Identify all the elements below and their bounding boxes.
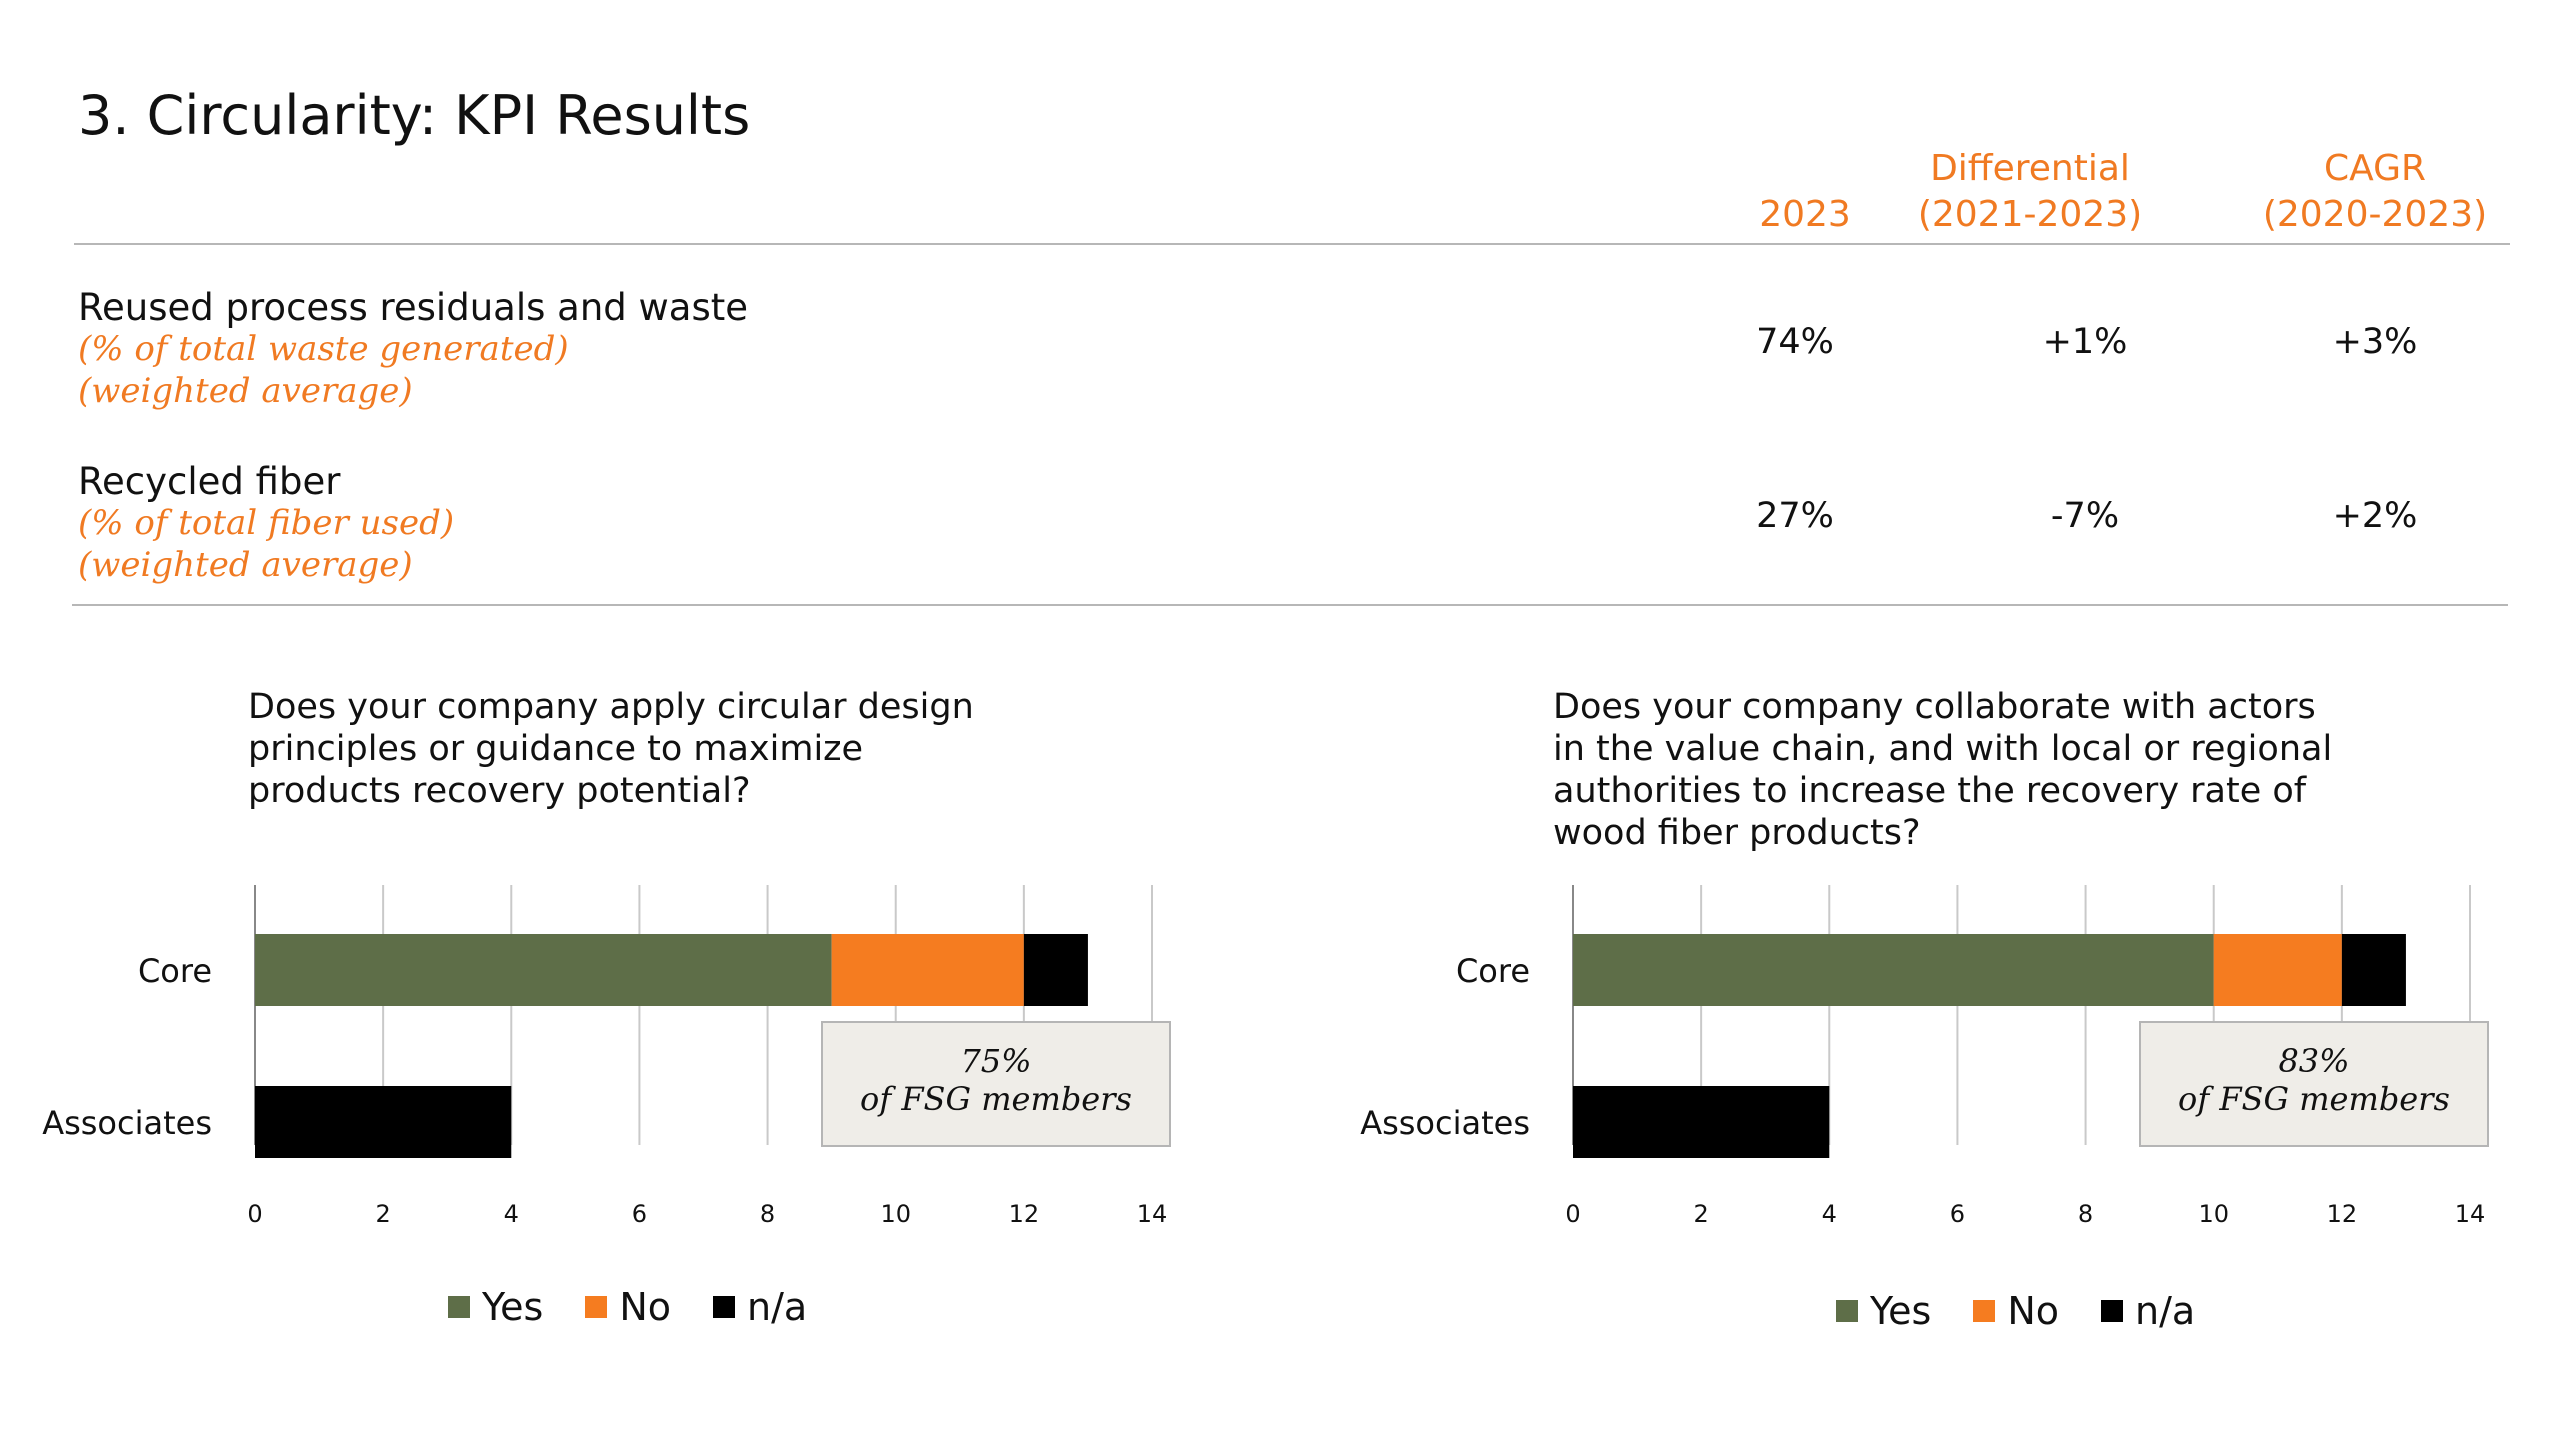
legend-label-yes: Yes — [1870, 1289, 1932, 1333]
x-tick-label: 10 — [880, 1200, 911, 1228]
row-recycled-subtitle-line1: (% of total fiber used) — [78, 503, 455, 543]
x-tick-label: 8 — [760, 1200, 775, 1228]
category-label: Associates — [42, 1104, 212, 1142]
x-tick-label: 4 — [504, 1200, 519, 1228]
legend-label-yes: Yes — [482, 1285, 544, 1329]
x-tick-label: 10 — [2198, 1200, 2229, 1228]
x-tick-label: 12 — [2327, 1200, 2358, 1228]
chart1-question: Does your company apply circular design … — [248, 686, 974, 812]
bar-no — [831, 934, 1024, 1006]
x-tick-label: 6 — [1950, 1200, 1965, 1228]
x-tick-label: 12 — [1009, 1200, 1040, 1228]
chart1-question-line: principles or guidance to maximize — [248, 729, 864, 769]
row-recycled-title: Recycled fiber — [78, 460, 341, 503]
callout-percent: 83% — [2278, 1042, 2349, 1080]
chart2-legend: Yes No n/a — [1836, 1289, 2237, 1333]
row-reused-title: Reused process residuals and waste — [78, 286, 748, 329]
legend-swatch-yes — [1836, 1300, 1858, 1322]
x-tick-label: 14 — [2455, 1200, 2486, 1228]
legend-swatch-no — [1973, 1300, 1996, 1322]
chart1-question-line: products recovery potential? — [248, 771, 751, 811]
table-bottom-divider — [72, 604, 2508, 606]
chart2-question-line: wood fiber products? — [1553, 813, 1921, 853]
legend-swatch-na — [713, 1296, 736, 1318]
header-cagr-line2: (2020-2023) — [2262, 194, 2488, 235]
chart2-bar-chart: 0 2 4 6 8 10 12 14 Core Associates 83%of FSG membe… — [1360, 885, 2489, 1228]
legend-label-no: No — [619, 1285, 672, 1329]
category-label: Associates — [1360, 1104, 1530, 1142]
header-2023: 2023 — [1759, 194, 1851, 235]
callout-label: of FSG members — [860, 1080, 1132, 1118]
legend-label-na: n/a — [747, 1285, 808, 1329]
chart1-legend: Yes No n/a — [448, 1285, 849, 1329]
bar-yes — [1573, 934, 2214, 1006]
row-recycled-subtitle-line2: (weighted average) — [78, 545, 413, 585]
x-tick-label: 0 — [247, 1200, 262, 1228]
chart2-question: Does your company collaborate with actor… — [1553, 686, 2332, 854]
table-top-divider — [74, 243, 2510, 245]
legend-item-no: No — [1973, 1289, 2059, 1333]
header-cagr: CAGR (2020-2023) — [2240, 146, 2510, 238]
page-title: 3. Circularity: KPI Results — [78, 84, 751, 147]
header-differential: Differential (2021-2023) — [1900, 146, 2160, 238]
legend-item-yes: Yes — [448, 1285, 543, 1329]
header-differential-line1: Differential — [1930, 148, 2130, 189]
chart1-bar-chart: 0 2 4 6 8 10 12 14 Core Associates 75%of FSG membe… — [42, 885, 1171, 1228]
legend-label-no: No — [2007, 1289, 2060, 1333]
legend-item-yes: Yes — [1836, 1289, 1931, 1333]
bar-no — [2213, 934, 2342, 1006]
legend-label-na: n/a — [2135, 1289, 2196, 1333]
bar-na — [255, 1086, 512, 1158]
row-recycled-cagr: +2% — [2332, 496, 2418, 536]
row-reused-subtitle-line2: (weighted average) — [78, 371, 413, 411]
chart2-question-line: in the value chain, and with local or re… — [1553, 729, 2333, 769]
header-differential-line2: (2021-2023) — [1917, 194, 2143, 235]
row-recycled-subtitle: (% of total fiber used) (weighted averag… — [78, 502, 454, 586]
legend-swatch-yes — [448, 1296, 470, 1318]
bar-na — [1023, 934, 1088, 1006]
row-recycled-differential: -7% — [2050, 496, 2120, 536]
callout-box — [2139, 1021, 2489, 1147]
legend-item-na: n/a — [713, 1285, 807, 1329]
bar-na — [2341, 934, 2406, 1006]
callout-box — [821, 1021, 1171, 1147]
row-recycled-2023: 27% — [1756, 496, 1834, 536]
legend-swatch-no — [585, 1296, 608, 1318]
bar-na — [1573, 1086, 1830, 1158]
row-reused-2023: 74% — [1756, 322, 1834, 362]
category-label: Core — [1456, 952, 1530, 990]
x-tick-label: 8 — [2078, 1200, 2093, 1228]
category-label: Core — [138, 952, 212, 990]
callout-percent: 75% — [960, 1042, 1031, 1080]
chart2-question-line: Does your company collaborate with actor… — [1553, 687, 2316, 727]
bar-yes — [255, 934, 832, 1006]
chart1-question-line: Does your company apply circular design — [248, 687, 974, 727]
x-tick-label: 0 — [1565, 1200, 1580, 1228]
x-tick-label: 4 — [1822, 1200, 1837, 1228]
chart2-question-line: authorities to increase the recovery rat… — [1553, 771, 2307, 811]
x-tick-label: 6 — [632, 1200, 647, 1228]
legend-item-na: n/a — [2101, 1289, 2195, 1333]
row-reused-differential: +1% — [2042, 322, 2128, 362]
legend-swatch-na — [2101, 1300, 2124, 1322]
x-tick-label: 2 — [376, 1200, 391, 1228]
row-reused-cagr: +3% — [2332, 322, 2418, 362]
header-cagr-line1: CAGR — [2323, 148, 2427, 189]
callout-label: of FSG members — [2178, 1080, 2450, 1118]
legend-item-no: No — [585, 1285, 671, 1329]
row-reused-subtitle-line1: (% of total waste generated) — [78, 329, 569, 369]
x-tick-label: 2 — [1694, 1200, 1709, 1228]
row-reused-subtitle: (% of total waste generated) (weighted a… — [78, 328, 569, 412]
x-tick-label: 14 — [1137, 1200, 1168, 1228]
